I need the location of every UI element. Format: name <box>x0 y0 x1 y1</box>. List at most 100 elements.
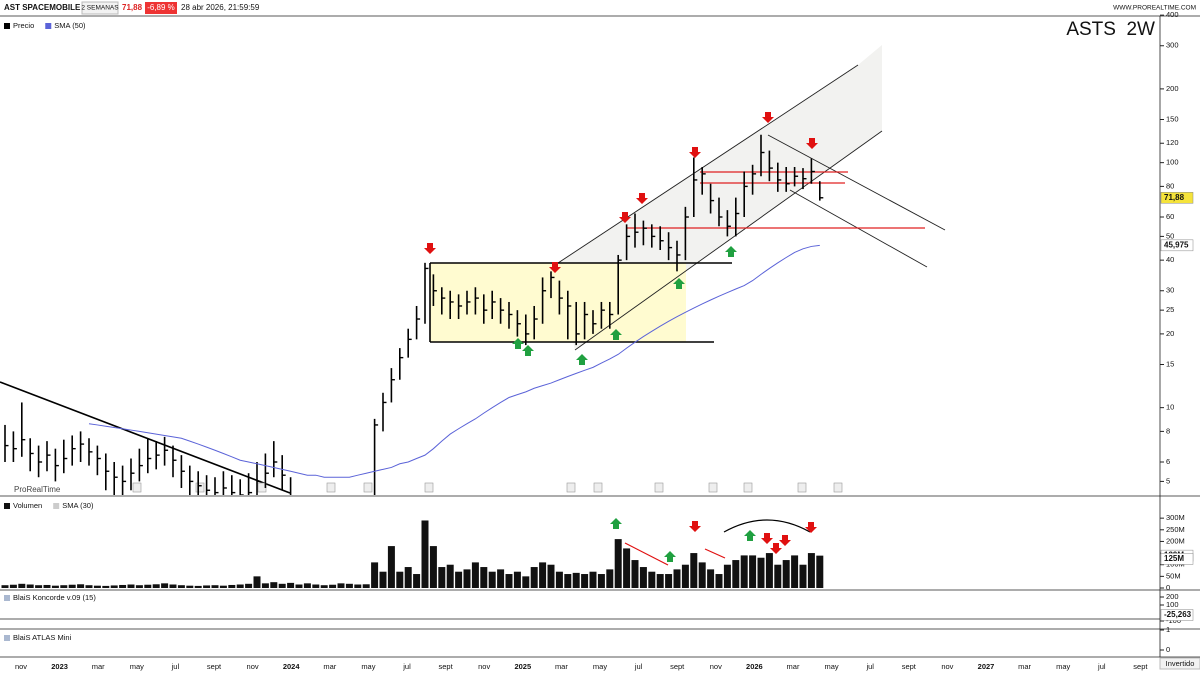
panel-frames <box>0 15 1200 658</box>
x-tick-label: sept <box>207 662 222 671</box>
x-tick-label: may <box>130 662 144 671</box>
x-tick-label: sept <box>1133 662 1148 671</box>
y-tick-label: 6 <box>1166 457 1170 466</box>
x-tick-label: jul <box>865 662 874 671</box>
volume-bar <box>807 553 815 588</box>
y-tick-label: 80 <box>1166 181 1174 190</box>
y-tick-label: 25 <box>1166 305 1174 314</box>
volume-bar <box>404 567 412 588</box>
volume-bar <box>77 584 85 588</box>
volume-bar <box>438 567 446 588</box>
volume-bar <box>816 555 824 588</box>
volume-bar <box>673 569 681 588</box>
volume-bar <box>303 583 311 588</box>
drawings <box>0 45 946 494</box>
volume-bar <box>387 546 395 588</box>
volume-bar <box>236 584 244 588</box>
volume-bar <box>665 574 673 588</box>
legend-swatch <box>45 23 52 29</box>
invert-button[interactable] <box>1159 657 1200 670</box>
last-value-label: -25,263 <box>1164 610 1192 619</box>
volume-bar <box>581 574 589 588</box>
volume-bar <box>194 585 202 588</box>
x-tick-label: 2023 <box>51 662 68 671</box>
volume-bar <box>161 583 169 588</box>
volume-bar <box>379 571 387 588</box>
invert-label[interactable]: Invertido <box>1166 659 1195 668</box>
volume-bar <box>572 572 580 588</box>
x-tick-label: 2025 <box>514 662 531 671</box>
legend-label: SMA (30) <box>62 501 94 510</box>
volume-bar <box>60 585 68 588</box>
y-tick-label: 0 <box>1166 645 1170 654</box>
period[interactable]: 2 SEMANAS <box>81 5 119 12</box>
volume-bar <box>93 585 101 588</box>
volume-bar <box>614 539 622 588</box>
last-value-tag <box>1160 609 1194 621</box>
volume-bar <box>589 571 597 588</box>
volume-bar <box>631 560 639 588</box>
volume-bar <box>119 584 127 588</box>
legend-label: SMA (50) <box>54 21 86 30</box>
x-tick-label: 2026 <box>746 662 763 671</box>
volume-bar <box>345 583 353 588</box>
volume-bar <box>43 584 51 588</box>
x-tick-label: sept <box>902 662 917 671</box>
last-price: 71,88 <box>122 3 143 12</box>
sell-arrows <box>424 112 818 273</box>
volume-bar <box>513 571 521 588</box>
volume-bar <box>681 564 689 588</box>
y-tick-label: 60 <box>1166 212 1174 221</box>
y-tick-label: 1 <box>1166 625 1170 634</box>
volume-bar <box>564 574 572 588</box>
change-box <box>145 2 177 14</box>
x-tick-label: sept <box>670 662 685 671</box>
price-marks <box>4 134 824 495</box>
volume-bar <box>85 585 93 588</box>
volume-bar <box>791 555 799 588</box>
volume-bar <box>471 562 479 588</box>
legend-swatch <box>4 23 10 29</box>
volume-bar <box>295 584 303 588</box>
volume-bar <box>421 520 429 588</box>
legend-label: Precio <box>13 21 34 30</box>
volume-bar <box>413 574 421 588</box>
buy-arrows <box>512 246 737 365</box>
y-tick-label: 150 <box>1166 114 1179 123</box>
last-value-label: 45,975 <box>1164 240 1189 249</box>
y-tick-label: 40 <box>1166 255 1174 264</box>
legend-swatch <box>4 503 10 509</box>
volume-drawings <box>610 518 817 566</box>
sma-line <box>88 244 820 478</box>
y-tick-label: 200 <box>1166 592 1179 601</box>
x-tick-label: nov <box>941 662 953 671</box>
x-tick-label: jul <box>402 662 411 671</box>
datetime: 28 abr 2026, 21:59:59 <box>181 3 260 12</box>
y-tick-label: 120 <box>1166 138 1179 147</box>
volume-bar <box>690 553 698 588</box>
legend-swatch <box>53 503 60 509</box>
volume-bar <box>539 562 547 588</box>
legend-label: BlaiS ATLAS Mini <box>13 633 72 642</box>
y-tick-label: 300M <box>1166 513 1185 522</box>
y-tick-label: 30 <box>1166 286 1174 295</box>
x-tick-label: mar <box>787 662 800 671</box>
volume-bar <box>463 569 471 588</box>
volume-bar <box>362 584 370 588</box>
volume-bar <box>329 584 337 588</box>
event-badges <box>132 482 843 493</box>
legend-label: BlaiS Koncorde v.09 (15) <box>13 593 96 602</box>
volume-bar <box>270 582 278 588</box>
y-tick-label: 20 <box>1166 329 1174 338</box>
site: WWW.PROREALTIME.COM <box>1113 5 1196 12</box>
volume-bar <box>723 564 731 588</box>
volume-bar <box>1 585 9 588</box>
y-tick-label: 100 <box>1166 158 1179 167</box>
volume-bar <box>35 585 43 588</box>
volume-bar <box>135 585 143 588</box>
x-tick-label: mar <box>92 662 105 671</box>
volume-bar <box>102 585 110 588</box>
volume-bar <box>446 564 454 588</box>
x-tick-label: may <box>1056 662 1070 671</box>
period-box[interactable] <box>81 1 119 15</box>
